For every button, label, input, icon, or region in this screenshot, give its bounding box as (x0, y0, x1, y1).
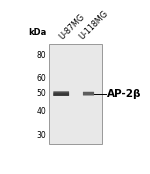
Text: 50: 50 (36, 89, 46, 98)
Text: 30: 30 (36, 131, 46, 140)
FancyBboxPatch shape (49, 44, 102, 144)
Text: U-87MG: U-87MG (58, 13, 87, 42)
Text: 40: 40 (36, 107, 46, 116)
Text: AP-2β: AP-2β (106, 89, 141, 99)
FancyBboxPatch shape (53, 91, 69, 96)
FancyBboxPatch shape (53, 93, 69, 96)
Text: 60: 60 (36, 74, 46, 83)
Text: 80: 80 (36, 51, 46, 60)
FancyBboxPatch shape (83, 92, 94, 96)
Text: kDa: kDa (28, 28, 46, 37)
Text: U-118MG: U-118MG (77, 9, 110, 42)
